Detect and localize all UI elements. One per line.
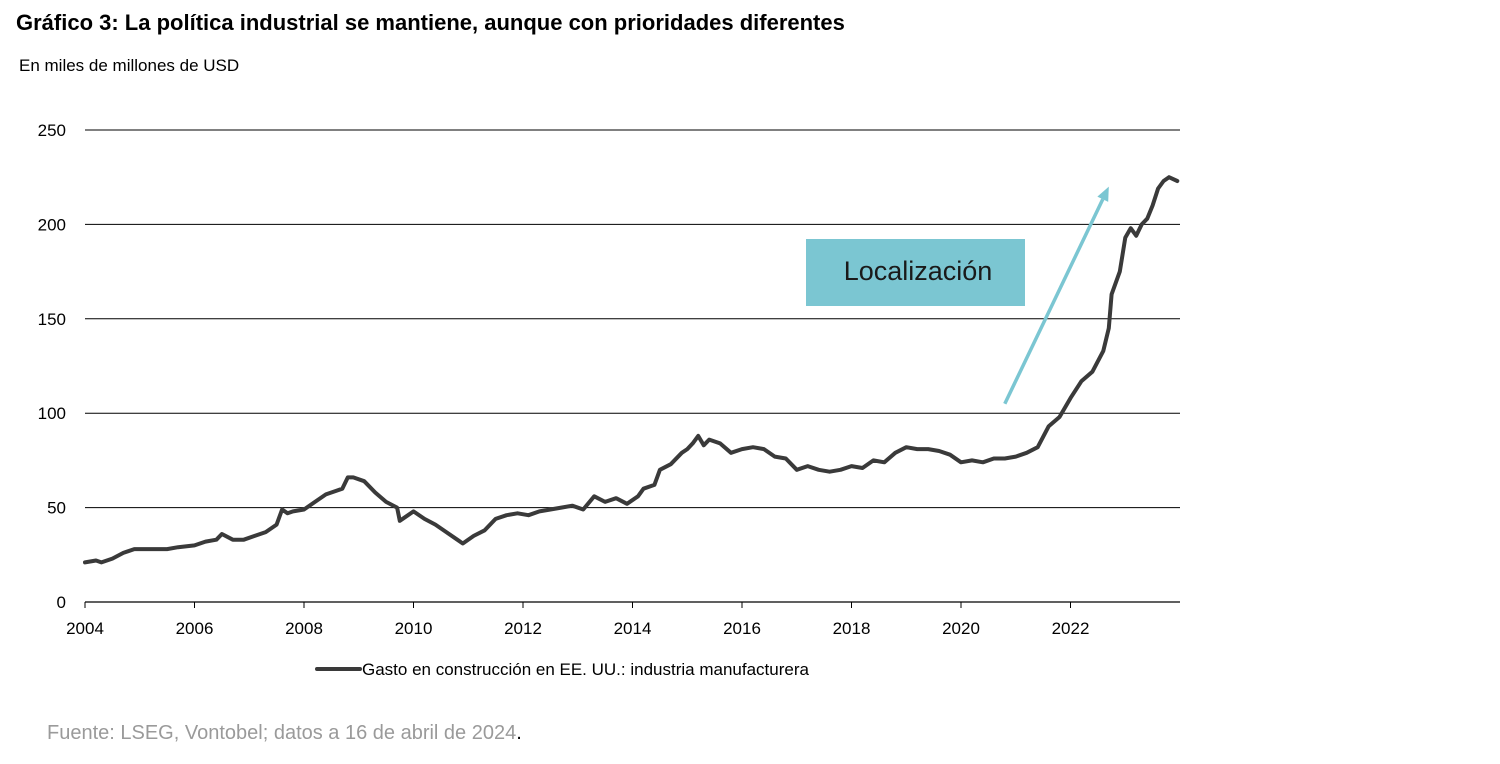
x-tick-label: 2010 [395, 619, 433, 638]
x-tick-label: 2014 [614, 619, 652, 638]
annotation-label: Localización [844, 256, 993, 286]
x-tick-label: 2012 [504, 619, 542, 638]
chart-subtitle: En miles de millones de USD [19, 56, 240, 75]
legend-label: Gasto en construcción en EE. UU.: indust… [362, 660, 809, 679]
x-tick-label: 2008 [285, 619, 323, 638]
annotation-arrow-shaft [1003, 198, 1105, 405]
y-tick-label: 250 [38, 121, 66, 140]
x-tick-label: 2018 [833, 619, 871, 638]
source-note: Fuente: LSEG, Vontobel; datos a 16 de ab… [47, 722, 522, 745]
y-tick-label: 0 [57, 593, 66, 612]
y-tick-label: 200 [38, 215, 66, 234]
y-tick-label: 100 [38, 404, 66, 423]
source-period: . [516, 722, 522, 744]
annotation-arrowhead [1097, 186, 1109, 202]
x-tick-label: 2004 [66, 619, 104, 638]
y-tick-label: 150 [38, 310, 66, 329]
source-text: Fuente: LSEG, Vontobel; datos a 16 de ab… [47, 722, 517, 744]
annotation-box [806, 239, 1025, 306]
x-tick-label: 2022 [1052, 619, 1090, 638]
x-tick-label: 2016 [723, 619, 761, 638]
chart-title: Gráfico 3: La política industrial se man… [16, 10, 845, 35]
x-tick-label: 2006 [176, 619, 214, 638]
x-tick-label: 2020 [942, 619, 980, 638]
series-line-0 [83, 175, 1180, 565]
y-tick-label: 50 [47, 499, 66, 518]
